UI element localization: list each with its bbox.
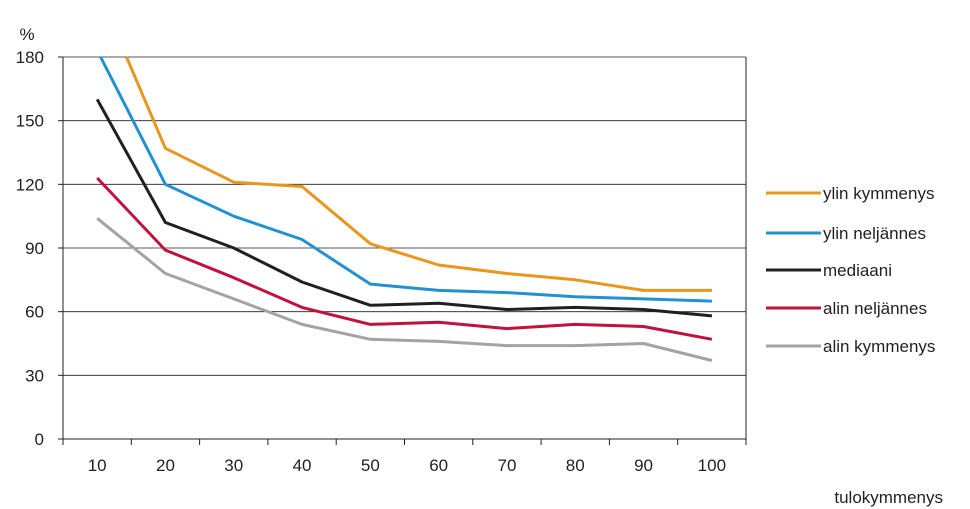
x-tick-label: 50 [361,456,380,475]
legend-label: alin neljännes [823,299,927,318]
x-tick-labels: 10 20 30 40 50 60 70 80 90 100 [88,456,726,475]
x-tick-label: 10 [88,456,107,475]
y-tick-label: 0 [35,430,44,449]
series-line-alin-kymmenys [96,217,713,362]
x-tick-label: 40 [293,456,312,475]
axes [58,56,747,445]
gridlines [63,56,746,376]
series-lines [95,56,713,362]
legend-label: alin kymmenys [823,337,935,356]
x-tick-label: 70 [497,456,516,475]
legend-label: ylin neljännes [823,224,926,243]
series-line-ylin-neljännes [99,56,712,303]
y-axis-label: % [19,25,34,44]
x-tick-label: 60 [429,456,448,475]
legend-label: ylin kymmenys [823,184,934,203]
x-tick-label: 30 [224,456,243,475]
x-axis-label: tulokymmenys [834,488,943,507]
x-tick-label: 20 [156,456,175,475]
legend: ylin kymmenys ylin neljännes mediaani alin … [766,184,935,356]
y-tick-label: 150 [16,112,44,131]
y-tick-label: 30 [25,366,44,385]
x-tick-label: 100 [698,456,726,475]
y-tick-labels: 0 30 60 90 120 150 180 [16,48,44,449]
legend-label: mediaani [823,261,892,280]
y-tick-label: 60 [25,303,44,322]
y-tick-label: 90 [25,239,44,258]
x-tick-label: 80 [566,456,585,475]
y-tick-label: 120 [16,175,44,194]
series-line-mediaani [95,98,713,318]
series-line-alin-neljännes [96,176,713,341]
series-line-ylin-kymmenys [125,56,712,292]
y-tick-label: 180 [16,48,44,67]
x-tick-label: 90 [634,456,653,475]
